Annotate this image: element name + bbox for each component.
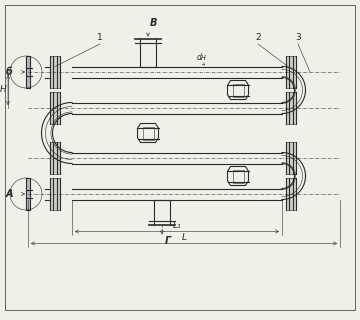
- Text: L₁: L₁: [173, 221, 181, 230]
- Text: 1: 1: [97, 33, 103, 42]
- Text: В: В: [150, 19, 157, 28]
- Text: А: А: [5, 189, 13, 199]
- Text: Г: Г: [165, 236, 171, 246]
- Text: dн: dн: [197, 53, 207, 62]
- FancyBboxPatch shape: [26, 56, 30, 88]
- Text: 3: 3: [295, 33, 301, 42]
- Text: б: б: [6, 67, 13, 77]
- FancyBboxPatch shape: [26, 178, 30, 210]
- Text: Н: Н: [0, 85, 7, 94]
- Text: L: L: [181, 234, 186, 243]
- Text: 2: 2: [255, 33, 261, 42]
